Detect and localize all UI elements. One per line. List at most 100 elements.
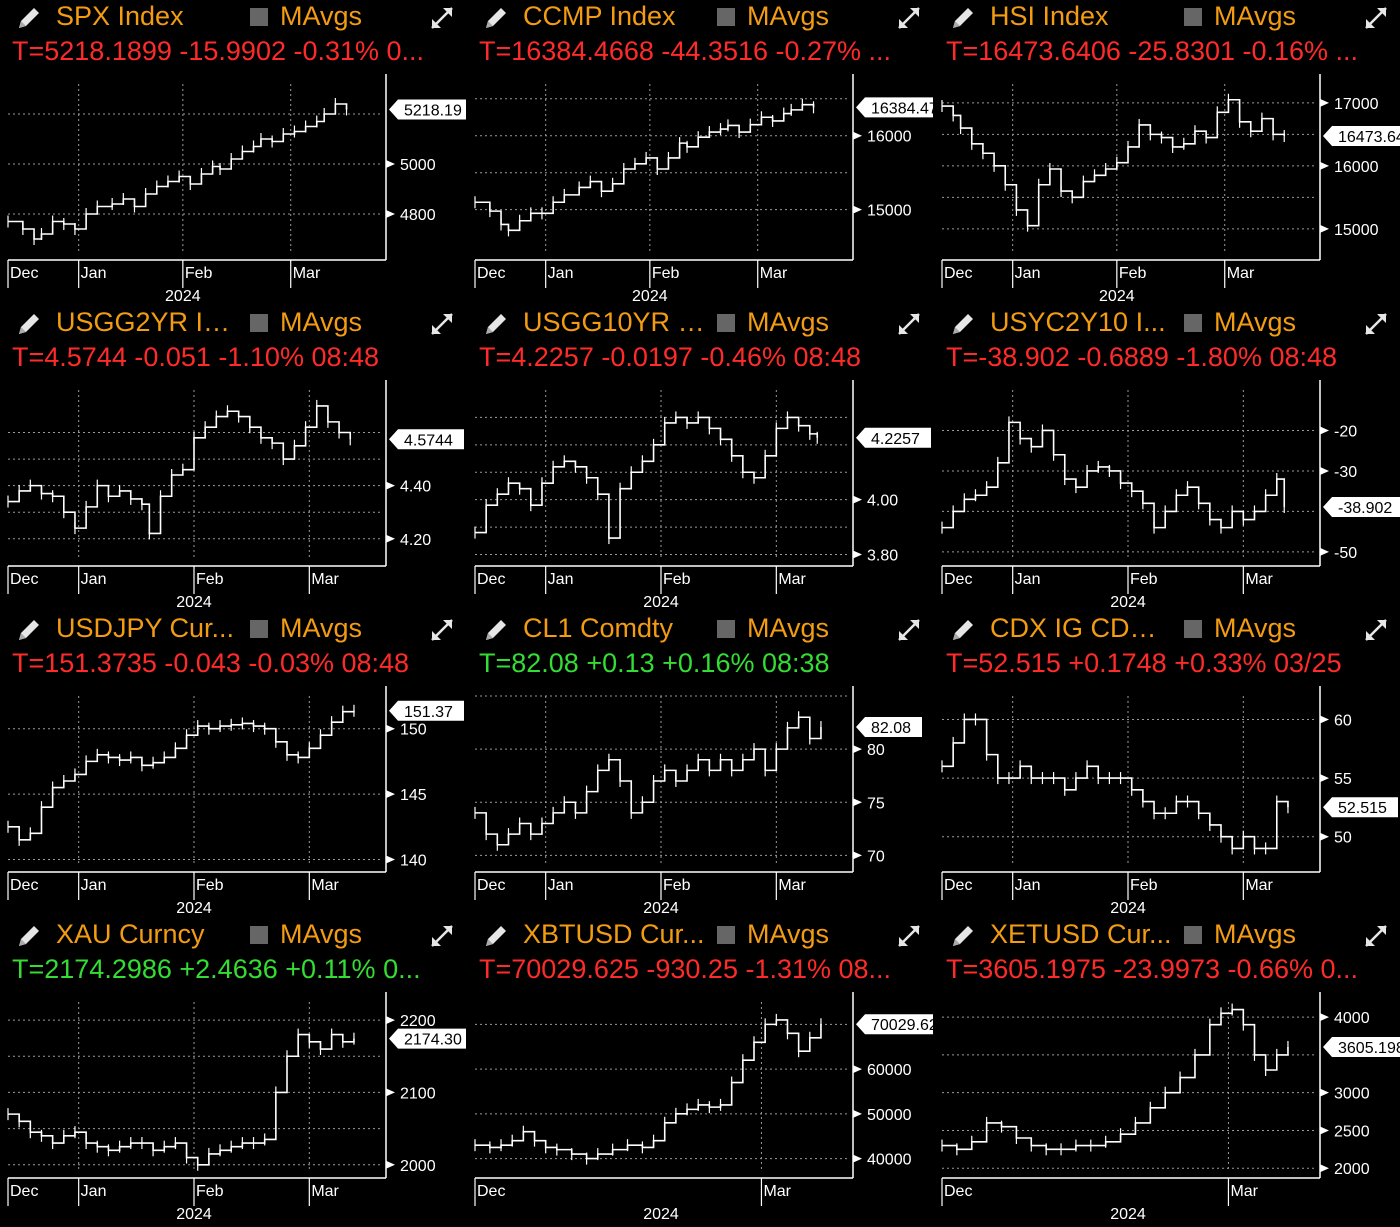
price-chart: -50 -30 -20 Dec Jan Feb Mar 2024 -38.902 [941,380,1400,611]
price-line [8,103,348,240]
y-tick-mark [853,851,862,860]
mavgs-checkbox[interactable] [1184,8,1202,26]
pencil-icon[interactable] [950,923,976,949]
expand-icon[interactable] [895,310,923,338]
year-label: 2024 [1110,594,1146,611]
x-tick-label: Feb [1119,265,1147,282]
mavgs-checkbox[interactable] [250,620,268,638]
ticker-name[interactable]: CDX IG CDSI... [990,613,1174,643]
mavgs-checkbox[interactable] [717,314,735,332]
x-tick-label: Dec [944,571,972,588]
y-tick-mark [1320,547,1329,556]
last-value-label: 2174.30 [404,1032,462,1049]
pencil-icon[interactable] [950,5,976,31]
expand-icon[interactable] [428,616,456,644]
expand-icon[interactable] [428,310,456,338]
quote-line: T=3605.1975 -23.9973 -0.66% 0... [946,954,1359,984]
expand-icon[interactable] [428,922,456,950]
quote-line: T=5218.1899 -15.9902 -0.31% 0... [12,36,425,66]
quote-line: T=2174.2986 +2.4636 +0.11% 0... [12,954,421,984]
x-tick-label: Feb [1130,571,1158,588]
ticker-name[interactable]: USGG10YR I... [523,307,707,337]
y-tick-label: 150 [400,722,427,739]
ticker-name[interactable]: SPX Index [56,1,184,31]
pencil-icon[interactable] [16,5,42,31]
expand-icon[interactable] [1362,922,1390,950]
y-tick-label: 75 [867,795,885,812]
mavgs-checkbox[interactable] [250,926,268,944]
panel-header: USDJPY Cur... MAvgs [0,612,466,646]
mavgs-checkbox[interactable] [717,926,735,944]
price-line [8,405,352,535]
ticker-name[interactable]: CL1 Comdty [523,613,674,643]
expand-icon[interactable] [895,4,923,32]
last-value-badge [856,427,931,448]
pencil-icon[interactable] [483,617,509,643]
mavgs-checkbox[interactable] [717,8,735,26]
x-tick-label: Dec [10,265,38,282]
last-value-badge [856,97,933,118]
ticker-name[interactable]: XETUSD Cur... [990,919,1172,949]
expand-icon[interactable] [895,922,923,950]
expand-icon[interactable] [1362,4,1390,32]
quote-line: T=16384.4668 -44.3516 -0.27% ... [479,36,892,66]
y-tick-mark [386,1160,395,1169]
last-value-label: 151.37 [404,704,453,721]
pencil-icon[interactable] [16,617,42,643]
y-tick-label: -50 [1334,545,1357,562]
last-value-badge [389,1028,466,1049]
expand-icon[interactable] [1362,310,1390,338]
ticker-name[interactable]: USGG2YR In... [56,307,240,337]
year-label: 2024 [643,1206,679,1223]
chart-panel: USDJPY Cur... MAvgs T=151.3735 -0.043 -0.0… [0,612,466,918]
mavgs-checkbox[interactable] [1184,314,1202,332]
mavgs-checkbox[interactable] [1184,620,1202,638]
price-line [475,103,815,232]
expand-icon[interactable] [895,616,923,644]
pencil-icon[interactable] [950,311,976,337]
y-tick-mark [386,790,395,799]
last-value-label: 16384.47 [871,100,933,117]
mavgs-checkbox[interactable] [717,620,735,638]
expand-icon[interactable] [1362,616,1390,644]
y-tick-mark [1320,1126,1329,1135]
pencil-icon[interactable] [16,923,42,949]
pencil-icon[interactable] [483,311,509,337]
ticker-name[interactable]: XAU Curncy [56,919,205,949]
ticker-name[interactable]: XBTUSD Cur... [523,919,705,949]
pencil-icon[interactable] [483,5,509,31]
last-value-badge [389,429,464,450]
x-tick-label: Feb [663,877,691,894]
pencil-icon[interactable] [950,617,976,643]
chart-panel: USGG2YR In... MAvgs T=4.5744 -0.051 -1.10%… [0,306,466,612]
y-tick-label: 2100 [400,1085,436,1102]
mavgs-checkbox[interactable] [250,314,268,332]
y-tick-mark [386,160,395,168]
y-tick-label: 16000 [867,129,912,146]
x-tick-label: Dec [944,877,972,894]
last-value-badge [389,99,466,120]
y-tick-label: 17000 [1334,96,1379,113]
y-tick-mark [853,131,862,140]
y-tick-label: 70 [867,848,885,865]
mavgs-checkbox[interactable] [250,8,268,26]
mavgs-checkbox[interactable] [1184,926,1202,944]
x-tick-label: Jan [81,877,107,894]
ticker-name[interactable]: CCMP Index [523,1,676,31]
ticker-name[interactable]: USDJPY Cur... [56,613,235,643]
pencil-icon[interactable] [483,923,509,949]
price-line [942,718,1289,850]
x-tick-label: Dec [944,265,972,282]
y-tick-label: 140 [400,852,427,869]
expand-icon[interactable] [428,4,456,32]
y-tick-label: 15000 [1334,222,1379,239]
ticker-name[interactable]: HSI Index [990,1,1109,31]
price-chart: 40000 50000 60000 Dec Mar 2024 70029.62 [474,992,933,1223]
pencil-icon[interactable] [16,311,42,337]
quote-line: T=-38.902 -0.6889 -1.80% 08:48 [946,342,1338,372]
x-tick-label: Jan [1015,265,1041,282]
chart-panel: CL1 Comdty MAvgs T=82.08 +0.13 +0.16% 08:3… [467,612,933,918]
x-tick-label: Jan [81,1183,107,1200]
ticker-name[interactable]: USYC2Y10 I... [990,307,1166,337]
